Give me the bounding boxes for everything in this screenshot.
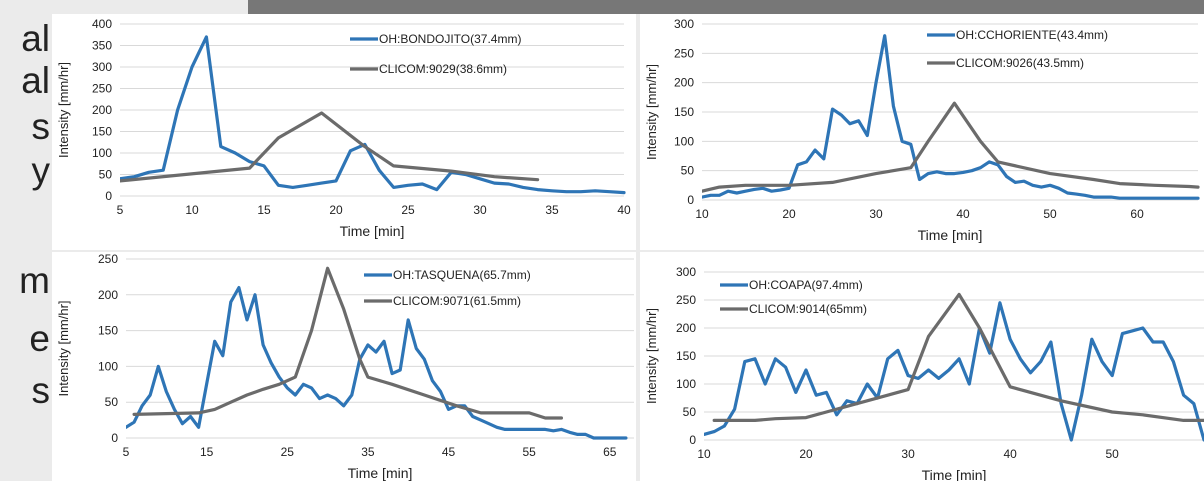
y-tick-label: 50 — [105, 395, 119, 409]
x-tick-label: 50 — [1043, 207, 1057, 221]
y-tick-label: 150 — [98, 324, 118, 338]
x-axis-label: Time [min] — [918, 227, 983, 243]
chart-bondojito: 0 50 100 150 200 250 300 350 400 5 10 15 20 25 30 35 40 T… — [56, 17, 631, 239]
x-tick-label: 5 — [117, 203, 124, 217]
x-tick-label: 20 — [329, 203, 343, 217]
x-axis-label: Time [min] — [340, 223, 405, 239]
x-axis-label: Time [min] — [922, 467, 987, 481]
y-tick-label: 50 — [99, 168, 113, 182]
y-tick-label: 250 — [92, 82, 112, 96]
x-tick-label: 35 — [545, 203, 559, 217]
series-line-oh — [702, 34, 1200, 200]
y-tick-label: 0 — [111, 431, 118, 445]
y-tick-label: 300 — [676, 265, 696, 279]
cropped-side-text: al al s y m e s — [0, 0, 54, 481]
chart-panel-coapa: 0 50 100 150 200 250 300 10 20 30 40 50 Time [min] In… — [640, 252, 1204, 481]
y-tick-label: 50 — [683, 405, 697, 419]
x-tick-label: 15 — [200, 445, 214, 459]
chart-cchoriente: 0 50 100 150 200 250 300 10 20 30 40 50 60 Time [min]… — [644, 17, 1200, 243]
y-tick-label: 100 — [676, 377, 696, 391]
x-tick-label: 5 — [123, 445, 130, 459]
y-tick-label: 400 — [92, 17, 112, 31]
chart-panel-cchoriente: 0 50 100 150 200 250 300 10 20 30 40 50 60 Time [min]… — [640, 14, 1204, 250]
series-line-clicom — [132, 266, 563, 420]
x-tick-label: 30 — [869, 207, 883, 221]
side-text-line: al — [21, 60, 50, 101]
legend-label: CLICOM:9026(43.5mm) — [956, 56, 1084, 70]
y-tick-label: 100 — [92, 146, 112, 160]
y-tick-label: 150 — [676, 349, 696, 363]
side-text-line: al — [21, 18, 50, 59]
side-text-line: m — [19, 260, 50, 301]
series-line-clicom — [712, 292, 1204, 422]
y-tick-label: 0 — [687, 193, 694, 207]
x-tick-label: 55 — [522, 445, 536, 459]
x-tick-label: 40 — [956, 207, 970, 221]
legend-label: CLICOM:9014(65mm) — [749, 302, 867, 316]
chart-tasquena: 0 50 100 150 200 250 5 15 25 35 45 55 65 Time [min] In… — [56, 252, 634, 481]
x-tick-label: 25 — [401, 203, 415, 217]
chart-panel-bondojito: 0 50 100 150 200 250 300 350 400 5 10 15 20 25 30 35 40 T… — [52, 14, 636, 250]
side-text-line: e — [29, 318, 50, 359]
y-tick-label: 350 — [92, 39, 112, 53]
y-axis-label: Intensity [mm/hr] — [644, 308, 659, 404]
x-tick-label: 40 — [617, 203, 631, 217]
y-axis-label: Intensity [mm/hr] — [56, 62, 71, 158]
header-bar — [248, 0, 1204, 14]
legend-label: CLICOM:9071(61.5mm) — [393, 294, 521, 308]
y-tick-label: 150 — [92, 125, 112, 139]
y-tick-label: 250 — [98, 252, 118, 266]
y-tick-label: 0 — [689, 433, 696, 447]
y-tick-label: 150 — [674, 105, 694, 119]
series-line-clicom — [702, 101, 1200, 193]
y-tick-label: 200 — [98, 288, 118, 302]
x-tick-label: 60 — [1130, 207, 1144, 221]
y-tick-label: 100 — [674, 134, 694, 148]
series-line-oh — [704, 301, 1204, 442]
x-axis-label: Time [min] — [348, 465, 413, 481]
y-tick-label: 250 — [676, 293, 696, 307]
y-tick-label: 300 — [92, 60, 112, 74]
legend-label: OH:TASQUENA(65.7mm) — [393, 268, 531, 282]
series-line-oh — [120, 35, 626, 195]
y-axis-label: Intensity [mm/hr] — [644, 64, 659, 160]
legend-label: CLICOM:9029(38.6mm) — [379, 62, 507, 76]
x-tick-label: 10 — [697, 447, 711, 461]
chart-coapa: 0 50 100 150 200 250 300 10 20 30 40 50 Time [min] In… — [644, 265, 1204, 481]
x-tick-label: 25 — [281, 445, 295, 459]
x-tick-label: 45 — [442, 445, 456, 459]
x-tick-label: 10 — [695, 207, 709, 221]
legend-label: OH:CCHORIENTE(43.4mm) — [956, 28, 1108, 42]
x-tick-label: 50 — [1105, 447, 1119, 461]
series-line-oh — [126, 285, 628, 440]
x-tick-label: 30 — [473, 203, 487, 217]
x-tick-label: 20 — [799, 447, 813, 461]
legend-label: OH:BONDOJITO(37.4mm) — [379, 32, 521, 46]
side-text-line: s — [31, 370, 51, 411]
y-tick-label: 300 — [674, 17, 694, 31]
legend-label: OH:COAPA(97.4mm) — [749, 278, 863, 292]
x-tick-label: 10 — [185, 203, 199, 217]
y-tick-label: 100 — [98, 359, 118, 373]
y-tick-label: 50 — [681, 164, 695, 178]
x-tick-label: 40 — [1003, 447, 1017, 461]
x-tick-label: 35 — [361, 445, 375, 459]
y-tick-label: 250 — [674, 46, 694, 60]
y-tick-label: 200 — [92, 103, 112, 117]
chart-panel-tasquena: 0 50 100 150 200 250 5 15 25 35 45 55 65 Time [min] In… — [52, 252, 636, 481]
series-line-clicom — [120, 111, 540, 183]
x-tick-label: 30 — [901, 447, 915, 461]
x-tick-label: 15 — [257, 203, 271, 217]
side-text-line: s — [31, 106, 51, 147]
y-tick-label: 200 — [676, 321, 696, 335]
x-tick-label: 65 — [603, 445, 617, 459]
y-tick-label: 0 — [105, 189, 112, 203]
y-axis-label: Intensity [mm/hr] — [56, 300, 71, 396]
x-tick-label: 20 — [782, 207, 796, 221]
side-text-line: y — [31, 150, 51, 191]
y-tick-label: 200 — [674, 76, 694, 90]
